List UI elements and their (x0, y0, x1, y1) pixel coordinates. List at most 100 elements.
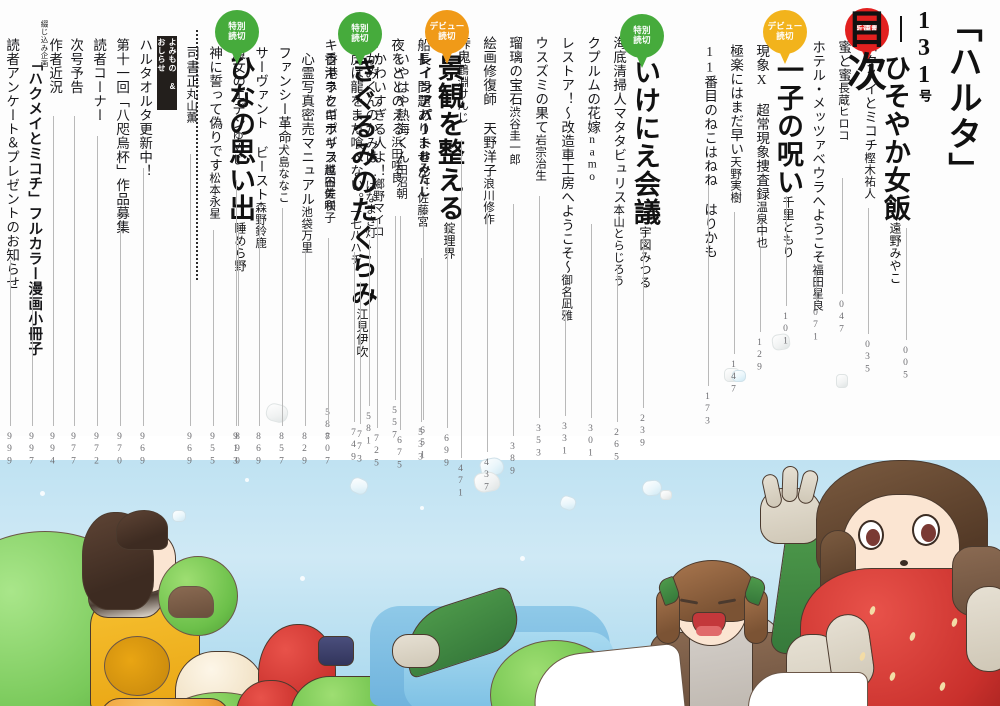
notice-title: 読者コーナー (91, 38, 107, 122)
page-number: 437 (481, 458, 492, 495)
entry-title: 虎は龍をまだ喰べない。 (348, 52, 364, 206)
entry-11banme-no-neko[interactable]: 11番目のねこはねね はりかも 173 (702, 0, 728, 706)
entry-title: 神に誓って偽りです (207, 46, 223, 172)
entry-senchou-mondai-arimasen[interactable]: 船長、問題ありません！佐藤宮 533 (415, 0, 441, 706)
notice-haruta-alter[interactable]: ハルタオルタ更新中！ 969 (137, 0, 163, 706)
character-left-glove (168, 586, 214, 618)
featured-ikenie-kaigi[interactable]: いけにえ会議宇図みつる (630, 58, 660, 289)
character-middle-hair (668, 560, 756, 622)
entry-kaitei-seisoujin[interactable]: 海底清掃人マタタビュリス本山とらじろう 265 (611, 0, 637, 706)
entry-author: おみたし (417, 150, 430, 198)
entry-ruri-no-houseki[interactable]: 瑠璃の宝石渋谷圭一郎 389 (507, 0, 533, 706)
entry-title: 夜をととのえる (389, 38, 405, 136)
entry-hakumei-to-mikochi[interactable]: ハクメイとミコチ樫木祐人 035 (862, 0, 888, 706)
entry-author: 森野鈴鹿 (254, 201, 267, 249)
page-number: 173 (702, 392, 713, 429)
notice-jigou-yokoku[interactable]: 次号予告 977 (68, 0, 94, 706)
entry-restore[interactable]: レストア！〜改造車工房へようこそ〜御名凪雅 331 (559, 0, 585, 706)
notice-prefix-label: 綴じ込み企画 (40, 20, 49, 68)
page-number: 471 (455, 464, 466, 501)
page-title: 目次 (841, 8, 886, 94)
entry-kami-ni-chikatte[interactable]: 神に誓って偽りです松本永星 955 (207, 0, 233, 706)
entry-gensho-x[interactable]: 現象X 超常現象捜査録温泉中也 129 (754, 0, 780, 706)
entry-author: ゆめじ (231, 130, 244, 166)
entry-title: 海底清掃人マタタビュリス (611, 36, 627, 204)
sparkle-icon (300, 576, 305, 581)
entry-author: 越谷美咲 (323, 164, 336, 212)
cover-illustration (0, 436, 1000, 706)
entry-iyahaya-atami-kun[interactable]: いやはや熱海くん田沼朝 675 (394, 0, 420, 706)
page-number: 955 (207, 432, 218, 469)
character-right-glove-right (966, 586, 1000, 672)
entry-tora-wa-ryuu-wo[interactable]: 虎は龍をまだ喰べない。一七八ハチ 749 (348, 0, 374, 706)
entry-yoru-wo-totonoeru[interactable]: 夜をととのえる浜田咲良 557 (389, 0, 415, 706)
issue-suffix: 号 (917, 89, 932, 102)
entry-author: はなまき灯 (364, 179, 377, 239)
character-right-mouth (900, 560, 908, 566)
blueberry-fruit (318, 636, 354, 666)
entry-kaiga-shufukushi[interactable]: 絵画修復師 天野洋子浪川修作 437 (481, 0, 507, 706)
page-number: 389 (507, 442, 518, 479)
yomimono-section-label: よみもの & おしらせ (157, 36, 177, 110)
page-number: 533 (415, 428, 426, 465)
featured-kigurumi-no-takurami[interactable]: きぐるみのたくらみ江見伊吹 (347, 56, 377, 358)
entry-kupurumu-no-hanayome[interactable]: クプルムの花嫁namo 301 (585, 0, 611, 706)
entry-author: 鄉野マイコ (372, 178, 385, 237)
notice-dokusha-corner[interactable]: 読者コーナー 972 (91, 0, 117, 706)
entry-servant-beast[interactable]: サーヴァント ビースト森野鈴鹿 869 (253, 0, 279, 706)
entry-author: 佐藤宮 (416, 192, 429, 228)
entry-author: 浜田咲良 (390, 136, 403, 184)
featured-title: ひそやか女飯 (880, 54, 910, 222)
page-number: 829 (299, 432, 310, 469)
entry-author: 樫木祐人 (863, 152, 876, 200)
character-middle-glove-left (392, 634, 440, 668)
ice-chunk (172, 510, 186, 522)
entry-majo-no-eden[interactable]: 魔女のエデンゆめじ 913 (230, 0, 256, 706)
character-right-eye-right (912, 514, 940, 546)
entry-shinrei-shashin-manual[interactable]: 心霊写真密売マニュアル池袋万里 829 (299, 0, 325, 706)
entry-rain-apart[interactable]: レインアパートおみたし (416, 0, 470, 706)
entry-author: 一七八ハチ (349, 206, 362, 265)
featured-title: いけにえ会議 (630, 58, 660, 226)
featured-ichiko-no-noroi[interactable]: 一子の呪い千里ともり (773, 56, 803, 259)
notice-yatagarasu-hai[interactable]: 第十一回「八咫烏杯」作品募集 970 (114, 0, 140, 706)
notice-sakusha-kinkyou[interactable]: 作者近況 994 (47, 0, 73, 706)
entry-kawaisugiru-hito-yo[interactable]: かわいすぎる人よ！鄉野マイコ 725 (371, 0, 397, 706)
featured-author: 宇図みつる (638, 226, 652, 289)
entry-hongkong-necropolis[interactable]: 香港ネクロポリス越谷美咲 807 (322, 0, 348, 706)
entry-author: 福田星良 (811, 264, 824, 312)
entry-author: 鶴淵けんじ (456, 64, 469, 123)
page-number: 977 (68, 432, 79, 469)
notice-dokusha-enquete[interactable]: 読者アンケート＆プレゼントのお知らせ 999 (4, 0, 30, 706)
entry-usuzumi-no-hate[interactable]: ウスズミの果て岩宗治生 353 (533, 0, 559, 706)
entry-author: 御名凪雅 (560, 274, 573, 322)
entry-mitsu-to-mitsu[interactable]: 蜜と蜜長蔵ヒロコ 047 (836, 0, 862, 706)
badge-debut-oneshot: デビュー 読切 (425, 10, 469, 54)
page-number: 331 (559, 422, 570, 459)
featured-keikan-wo-totonoeru[interactable]: 景観を整える錠理界 (434, 54, 464, 260)
entry-hotel-metzabeura[interactable]: ホテル・メッツァベウラへようこそ福田星良 071 (810, 0, 836, 706)
entry-shishosei[interactable]: 司書正丸山薫 969 (184, 0, 210, 706)
featured-title: 景観を整える (434, 54, 464, 222)
badge-special-oneshot: 特別 読切 (620, 14, 664, 58)
entry-title: レストア！〜改造車工房へようこそ〜 (559, 36, 575, 274)
featured-hisoyaka-onnameshi[interactable]: ひそやか女飯遠野みやこ (880, 54, 910, 285)
page-number: 725 (371, 434, 382, 471)
page-number: 353 (533, 424, 544, 461)
page-number: 005 (900, 346, 911, 383)
badge-special-oneshot: 特別 読切 (338, 12, 382, 56)
title-divider (900, 16, 902, 42)
entry-gokuraku-ni-wa-mada-hayai[interactable]: 極楽にはまだ早い天野実樹 147 (728, 0, 754, 706)
section-divider-dotted (196, 30, 198, 280)
sparkle-icon (420, 506, 424, 510)
entry-author: おみたし (418, 150, 431, 198)
notice-hakumei-booklet[interactable]: 綴じ込み企画 「ハクメイとミコチ」フルカラー漫画小冊子 997 (26, 0, 58, 706)
entry-fancy-kakumei[interactable]: ファンシー革命犬島ななこ 857 (276, 0, 302, 706)
page-number: 997 (26, 432, 37, 469)
page-number: 994 (47, 432, 58, 469)
entry-rain-apart-col[interactable]: レインアパートおみたし 651 (417, 0, 443, 706)
entry-mikami-kun-no-kami[interactable]: みかみくんのかみは…はなまき灯 581 (363, 0, 389, 706)
entry-author: 岩宗治生 (534, 134, 547, 182)
